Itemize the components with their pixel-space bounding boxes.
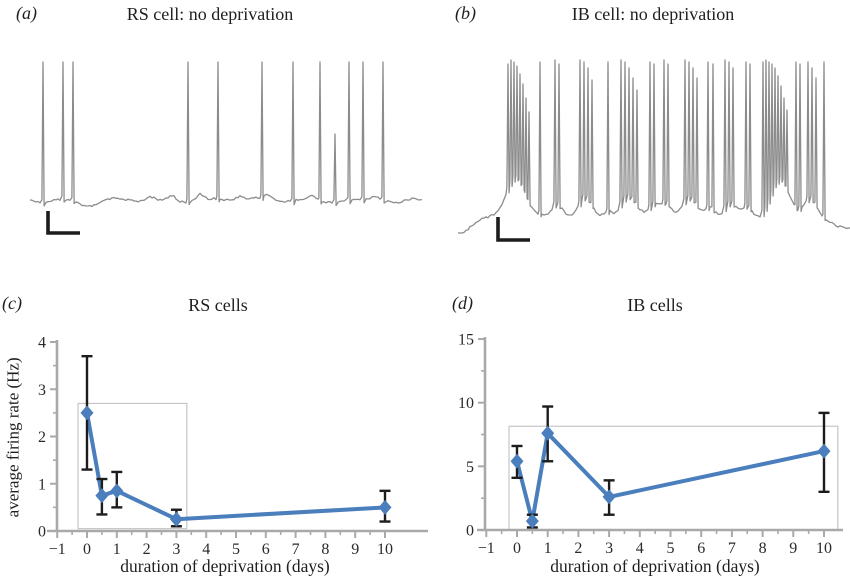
data-point-marker (525, 513, 539, 529)
y-tick-label: 10 (458, 395, 474, 412)
x-tick-label: 7 (728, 540, 736, 557)
y-tick-label: 4 (38, 335, 46, 352)
data-point-marker (510, 453, 524, 469)
x-tick-label: −1 (478, 540, 495, 557)
data-point-marker (95, 488, 109, 504)
y-tick-label: 2 (38, 429, 46, 446)
data-point-marker (80, 405, 94, 421)
panel-d-letter: (d) (452, 293, 473, 313)
x-tick-label: 4 (636, 540, 644, 557)
panel-b-title: IB cell: no deprivation (571, 4, 735, 24)
panel-b-letter: (b) (455, 3, 476, 23)
x-tick-label: 9 (351, 541, 359, 558)
x-tick-label: 8 (759, 540, 767, 557)
x-axis-label-d: duration of deprivation (days) (550, 556, 760, 576)
y-tick-label: 5 (466, 459, 474, 476)
x-tick-label: 0 (83, 541, 91, 558)
data-point-marker (110, 483, 124, 499)
x-tick-label: 2 (143, 541, 151, 558)
x-tick-label: 6 (262, 541, 270, 558)
panel-c-title: RS cells (188, 295, 248, 315)
data-point-marker (602, 489, 616, 505)
x-tick-label: 10 (816, 540, 832, 557)
data-point-marker (541, 425, 555, 441)
panel-a-letter: (a) (16, 3, 37, 23)
panel-a-title: RS cell: no deprivation (126, 4, 294, 24)
x-tick-label: 1 (113, 541, 121, 558)
panel-c-letter: (c) (2, 293, 22, 313)
x-tick-label: 3 (172, 541, 180, 558)
x-tick-label: 0 (513, 540, 521, 557)
scale-bar (46, 211, 80, 235)
x-tick-label: 5 (232, 541, 240, 558)
x-tick-label: 5 (667, 540, 675, 557)
y-tick-label: 0 (466, 523, 474, 540)
spike-trace (458, 59, 850, 234)
y-tick-label: 0 (38, 524, 46, 541)
x-tick-label: 10 (377, 541, 393, 558)
voltage-trace-a (30, 61, 422, 235)
x-tick-label: 4 (202, 541, 210, 558)
y-tick-label: 15 (458, 332, 474, 349)
highlight-box (77, 402, 188, 530)
panel-d-title: IB cells (627, 295, 683, 315)
x-tick-label: 2 (574, 540, 582, 557)
voltage-trace-b (458, 59, 850, 242)
x-tick-label: 9 (789, 540, 797, 557)
data-point-marker (169, 511, 183, 527)
y-tick-label: 1 (38, 476, 46, 493)
x-tick-label: 7 (292, 541, 300, 558)
x-tick-label: 6 (697, 540, 705, 557)
scale-bar (496, 217, 530, 242)
data-point-marker (378, 499, 392, 515)
x-axis-label-c: duration of deprivation (days) (120, 556, 330, 576)
x-tick-label: 3 (605, 540, 613, 557)
spike-trace (30, 61, 422, 208)
x-tick-label: 1 (544, 540, 552, 557)
x-tick-label: −1 (49, 541, 66, 558)
x-tick-label: 8 (321, 541, 329, 558)
y-axis-label-c: average firing rate (Hz) (3, 357, 23, 518)
y-tick-label: 3 (38, 382, 46, 399)
data-point-marker (817, 443, 831, 459)
